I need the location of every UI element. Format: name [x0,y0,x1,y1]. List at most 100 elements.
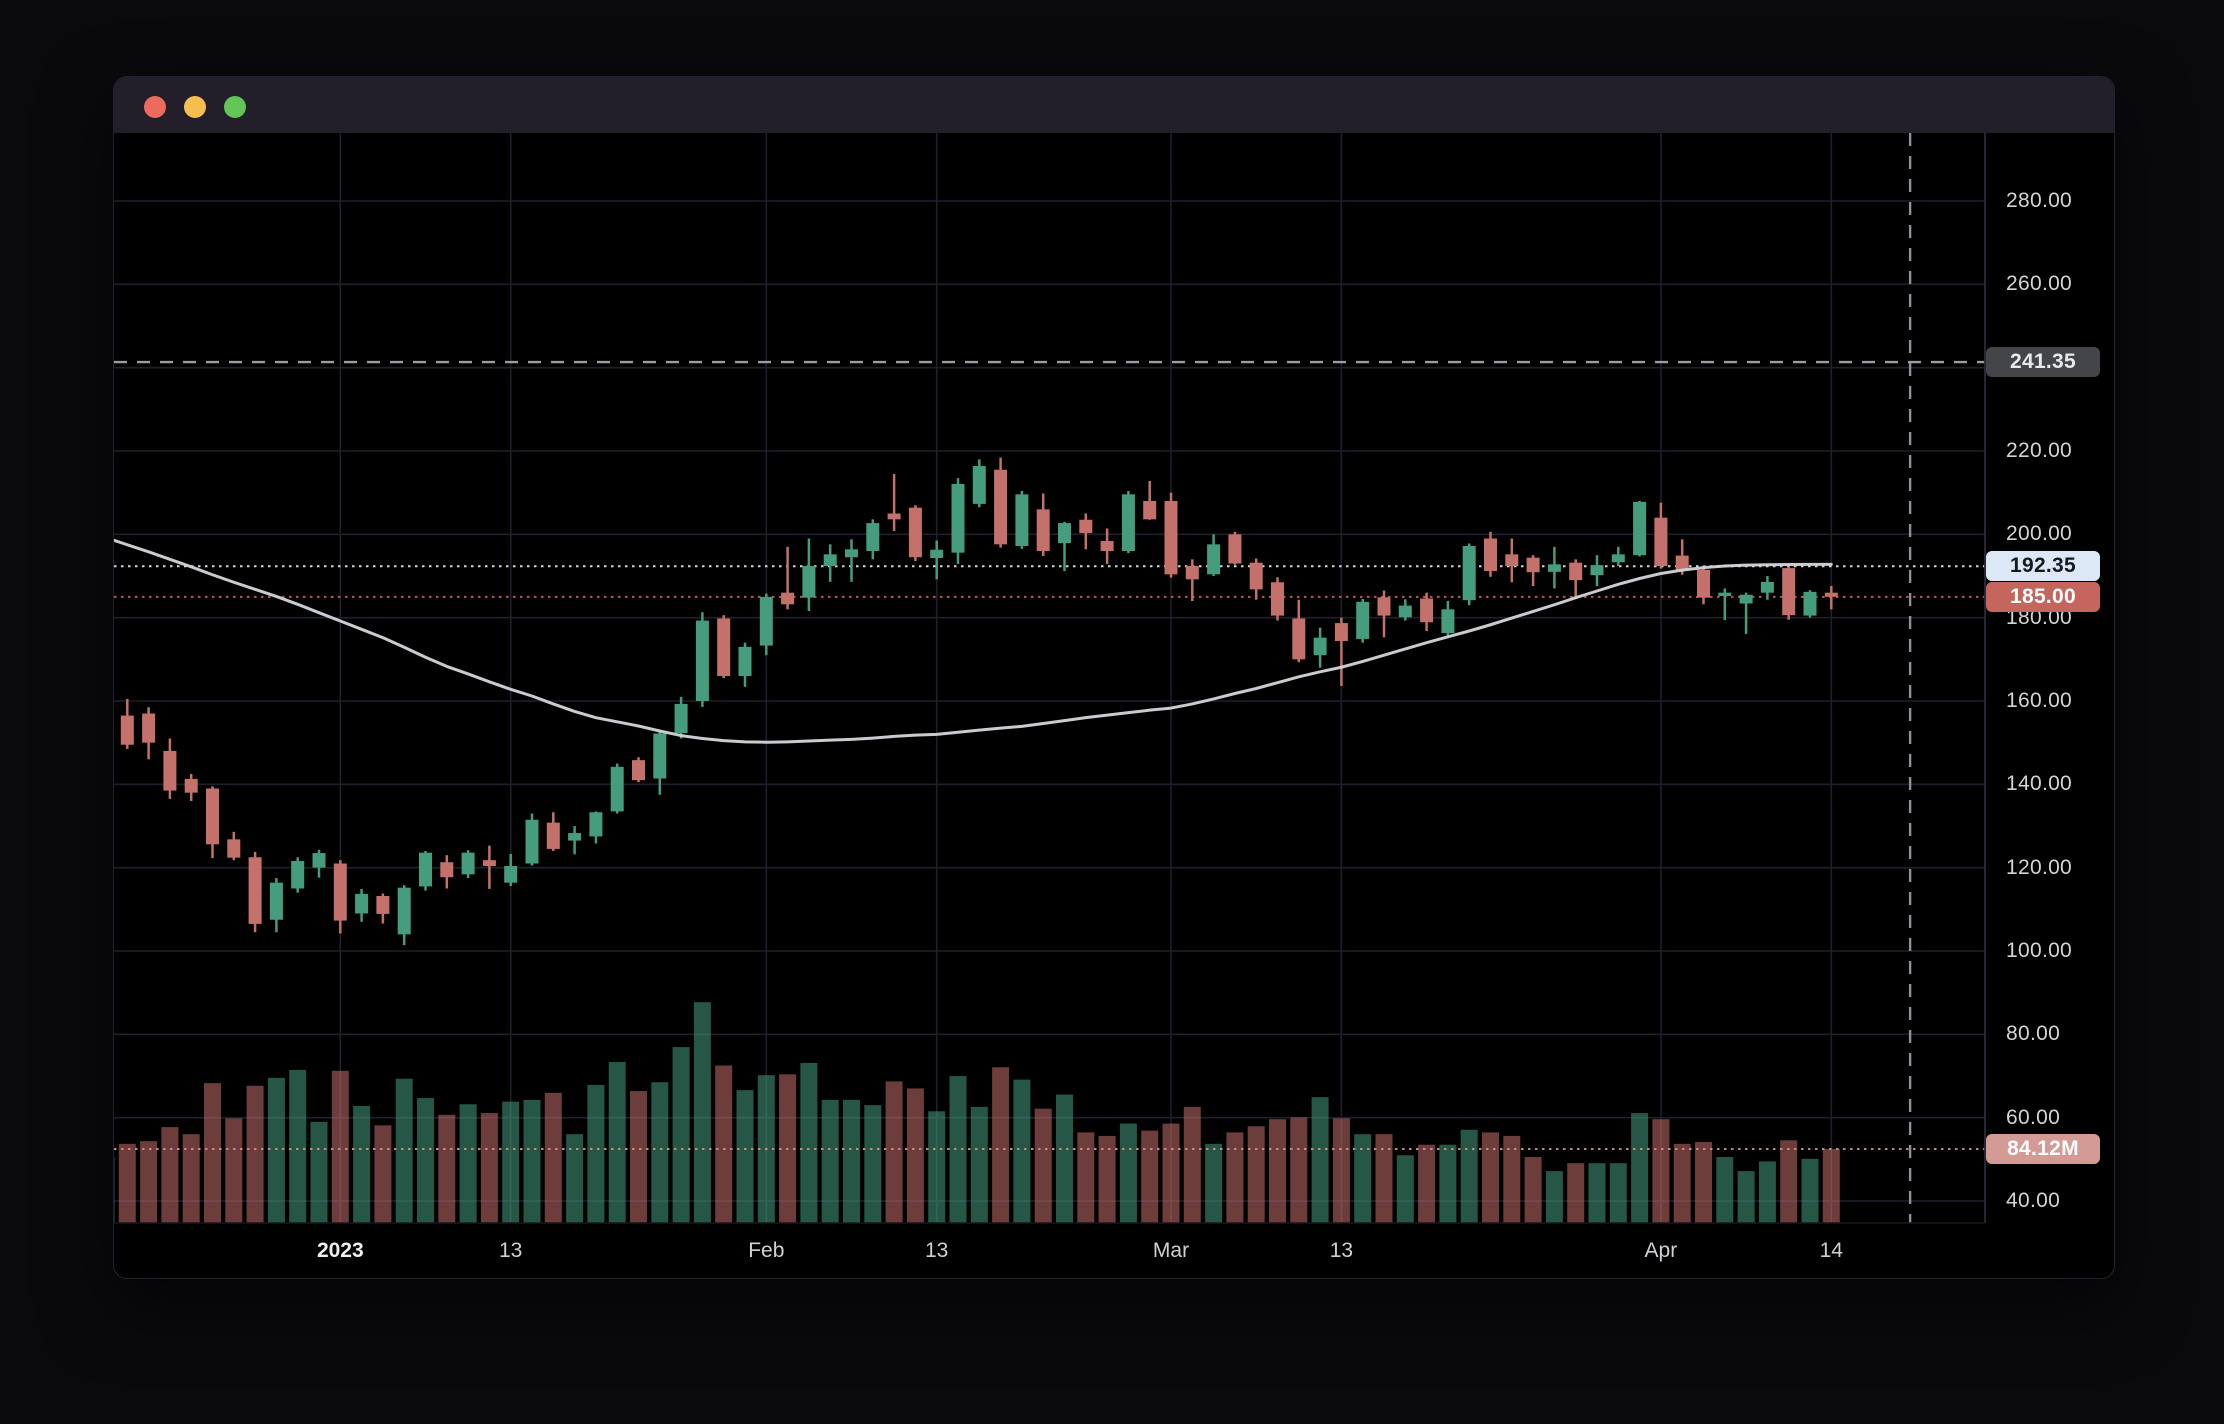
candle-body [866,523,880,551]
volume-bar [204,1083,221,1223]
price-tick-label: 60.00 [2006,1105,2061,1129]
candle-body [1100,541,1114,551]
candle-body [930,549,944,559]
candle-body [355,893,369,914]
candle-body [1484,538,1497,571]
candle-body [376,896,390,914]
candle-body [972,466,986,504]
price-chart[interactable] [114,77,2114,1278]
volume-bar [630,1091,647,1223]
volume-bar [1247,1126,1265,1223]
price-tick-label: 140.00 [2006,772,2073,796]
time-tick-label: 13 [499,1238,523,1262]
candle-body [1611,554,1625,563]
volume-bar [1034,1108,1052,1223]
time-axis[interactable]: 2023 13 Feb 13 Mar 13 Apr 14 [114,1223,2114,1278]
candle-body [120,715,134,745]
volume-bar [821,1099,839,1223]
zoom-button[interactable] [224,96,246,118]
candle-body [269,882,283,920]
volume-bar [1205,1143,1223,1223]
price-tick-label: 160.00 [2006,689,2073,712]
volume-bar [1141,1130,1159,1223]
volume-bar [1695,1142,1712,1223]
volume-bar [1098,1135,1116,1223]
candle-body [1633,501,1647,556]
candle-body [951,483,965,553]
candle-body [482,860,496,866]
candle-body [1718,592,1732,596]
volume-bar [1396,1155,1414,1223]
candle-body [163,751,177,791]
price-tick-label: 80.00 [2006,1022,2061,1046]
candle-body [695,620,709,701]
volume-bar [1056,1094,1073,1223]
minimize-button[interactable] [184,96,206,118]
volume-bar [1290,1117,1308,1223]
volume-bar [1716,1157,1734,1223]
candle-body [1185,566,1199,580]
candle-body [227,839,241,858]
candle-body [333,863,347,921]
volume-bar [1311,1097,1329,1223]
candle-body [589,812,603,837]
candle-body [1207,544,1221,575]
candle-body [908,507,922,558]
volume-bar [906,1088,924,1223]
volume-bar [949,1076,967,1223]
candle-body [738,646,752,676]
volume-bar [1631,1113,1649,1223]
app-window: 280.00260.00240.00220.00200.00180.00160.… [113,76,2115,1279]
close-button[interactable] [144,96,166,118]
volume-bar [1013,1079,1031,1223]
window-titlebar[interactable] [114,77,2114,133]
candle-body [1356,601,1370,639]
volume-bar [672,1047,690,1223]
candle-body [1420,598,1434,623]
candle-body [525,819,539,864]
volume-bar [1780,1140,1798,1223]
candle-body [291,861,305,889]
candle-body [1313,637,1327,656]
volume-bar [1119,1123,1137,1223]
candle-body [1292,618,1306,660]
candle-body [1334,623,1348,641]
price-axis[interactable]: 280.00260.00240.00220.00200.00180.00160.… [1985,133,2114,1223]
time-tick-label: Mar [1152,1238,1190,1262]
last-volume-badge: 84.12M [1986,1134,2100,1164]
volume-bar [1524,1157,1542,1223]
volume-bar [544,1092,562,1223]
candle-body [461,852,475,875]
volume-bar [225,1118,243,1223]
volume-bar [1354,1134,1372,1223]
volume-bar [395,1078,413,1223]
candle-body [610,766,624,812]
candle-body [419,852,432,887]
volume-bar [140,1141,158,1223]
candle-body [1526,557,1540,573]
volume-bar [992,1067,1010,1223]
volume-bar [1226,1132,1244,1223]
volume-bar [800,1062,818,1223]
volume-bar [715,1065,733,1223]
volume-bar [1758,1161,1776,1223]
volume-bar [1269,1119,1286,1223]
price-tick-label: 120.00 [2006,855,2073,879]
candle-body [717,618,731,676]
candle-body [1697,569,1710,598]
candle-body [440,862,454,878]
candle-body [1164,501,1178,575]
volume-bar [693,1002,711,1223]
candle-body [994,469,1008,545]
candle-body [1058,523,1071,544]
candle-body [781,592,795,605]
price-tick-label: 40.00 [2006,1189,2061,1212]
candle-body [1824,592,1838,597]
candle-body [1782,568,1796,616]
candle-body [1462,546,1476,601]
candle-body [1271,582,1284,616]
candle-body [1079,519,1093,534]
volume-bar [1673,1143,1691,1223]
volume-bar [566,1134,584,1223]
volume-bar [182,1134,200,1223]
